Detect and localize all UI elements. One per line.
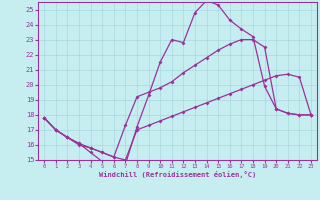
- X-axis label: Windchill (Refroidissement éolien,°C): Windchill (Refroidissement éolien,°C): [99, 171, 256, 178]
